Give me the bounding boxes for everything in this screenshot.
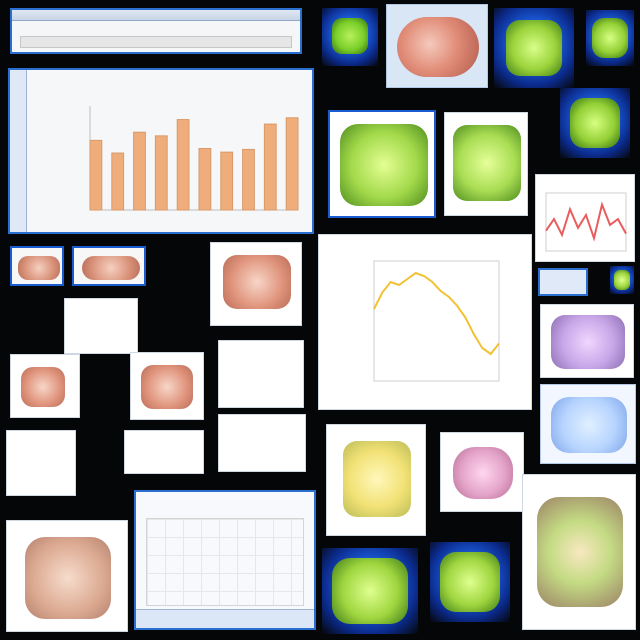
tissue-image-mid-2: [444, 112, 528, 216]
tissue-image-right-bottom: [522, 474, 636, 630]
bar: [111, 152, 125, 211]
small-window-4: [218, 340, 304, 408]
bottom-chart-window[interactable]: [134, 490, 316, 630]
bar-chart: [89, 106, 299, 211]
tissue-image-right-1: [560, 88, 630, 158]
tissue-image-bottom-green-1: [322, 548, 418, 634]
tissue-window-left-1: [10, 246, 64, 286]
grid-area: [146, 518, 304, 606]
tissue-image-center-yellow: [326, 424, 426, 536]
bar: [154, 135, 168, 211]
bar: [133, 131, 146, 211]
tissue-window-left-2: [72, 246, 146, 286]
tissue-image-bottom-green-2: [430, 542, 510, 622]
small-window-5: [6, 430, 76, 496]
small-window-right: [538, 268, 588, 296]
bar: [263, 123, 277, 211]
small-line-chart: [545, 192, 627, 252]
bar: [176, 119, 190, 211]
bar: [198, 148, 212, 211]
window-toolbar: [12, 10, 300, 21]
tissue-image-top-2: [386, 4, 488, 88]
tissue-image-bottom-left: [6, 520, 128, 632]
plot-frame: [545, 192, 627, 252]
small-window-7: [218, 414, 306, 472]
small-line-chart-window[interactable]: [535, 174, 635, 262]
tissue-image-top-4: [586, 10, 634, 66]
plot-frame: [373, 260, 500, 382]
tissue-image-right-lower: [540, 384, 636, 464]
bar: [242, 148, 255, 211]
bar: [89, 139, 103, 211]
toolbar-strip: [20, 36, 292, 48]
bar: [285, 117, 299, 211]
bar: [220, 151, 234, 211]
series-line: [373, 271, 500, 356]
small-window-1: [64, 298, 138, 354]
tissue-image-mid-1: [328, 110, 436, 218]
left-sidebar: [10, 70, 27, 232]
small-window-6: [124, 430, 204, 474]
tissue-image-top-1: [322, 8, 378, 66]
bar-chart-window[interactable]: [8, 68, 314, 234]
line-chart-window[interactable]: [318, 234, 532, 410]
tissue-image-top-3: [494, 8, 574, 88]
tissue-image-right-small: [610, 266, 634, 294]
top-toolbar-window[interactable]: [10, 8, 302, 54]
tissue-image-pink: [440, 432, 524, 512]
small-window-2: [10, 354, 80, 418]
tissue-image-right-mid: [540, 304, 634, 378]
series-line: [545, 201, 627, 242]
bottom-bar: [136, 609, 314, 628]
tissue-window-center-1: [210, 242, 302, 326]
small-window-3: [130, 352, 204, 420]
line-chart: [373, 260, 500, 382]
